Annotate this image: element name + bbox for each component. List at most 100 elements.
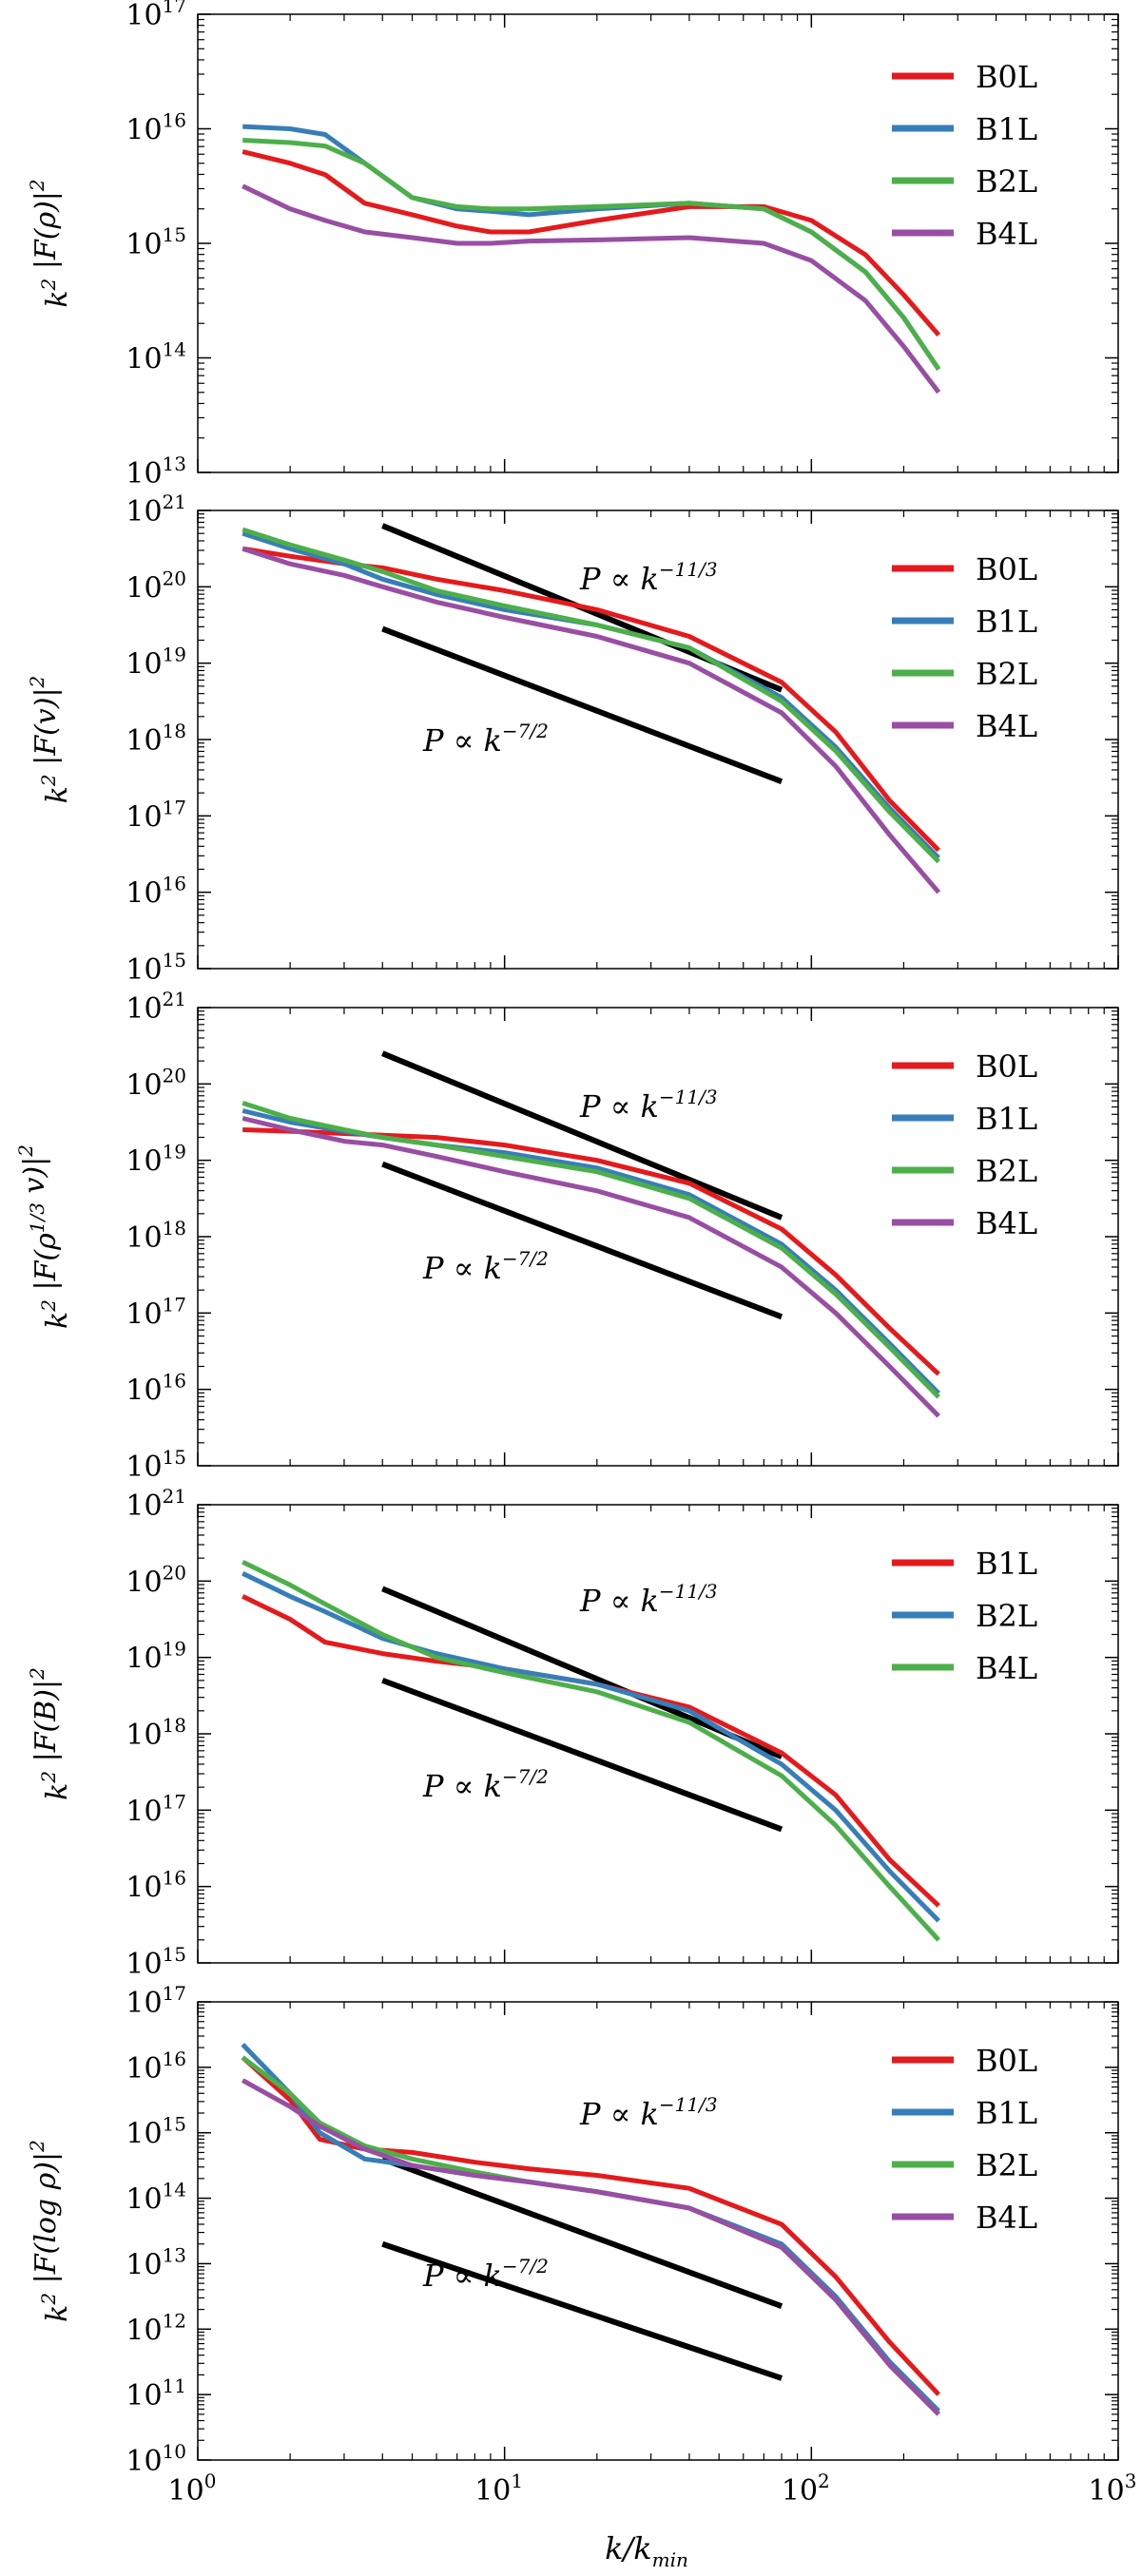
- y-tick-label: 1012: [126, 2309, 186, 2347]
- y-tick-label: 1021: [126, 988, 186, 1026]
- series-line-B4L: [242, 1560, 941, 1942]
- y-tick-label: 1019: [126, 644, 186, 682]
- legend-label-B4L: B4L: [976, 1650, 1037, 1686]
- series-line-B2L: [242, 1571, 940, 1923]
- y-tick-label: 1016: [126, 873, 186, 911]
- legend-label-B4L: B4L: [976, 216, 1037, 252]
- y-axis-label: k2 |F(log ρ)|2: [26, 2140, 74, 2322]
- legend-label-B0L: B0L: [976, 551, 1037, 587]
- legend-label-B1L: B1L: [976, 1101, 1037, 1137]
- y-tick-label: 1016: [126, 1867, 186, 1905]
- x-tick-label: 100: [168, 2470, 217, 2508]
- series-line-B2L: [242, 527, 940, 864]
- y-tick-label: 1018: [126, 1217, 186, 1255]
- series-line-B0L: [242, 1127, 940, 1376]
- reference-line-7-2: [381, 1677, 783, 1833]
- y-tick-label: 1010: [126, 2440, 186, 2478]
- legend-label-B1L: B1L: [976, 1546, 1037, 1582]
- y-tick-label: 1015: [126, 949, 186, 987]
- series-line-B2L: [242, 138, 941, 371]
- y-tick-label: 1017: [126, 0, 186, 32]
- legend-label-B2L: B2L: [976, 163, 1037, 200]
- y-tick-label: 1011: [126, 2374, 186, 2413]
- y-tick-label: 1018: [126, 720, 186, 758]
- x-tick-label: 102: [782, 2470, 830, 2508]
- y-tick-label: 1019: [126, 1141, 186, 1179]
- legend-label-B2L: B2L: [976, 1153, 1037, 1189]
- legend-label-B4L: B4L: [976, 2200, 1037, 2236]
- y-tick-label: 1021: [126, 490, 186, 529]
- series-line-B4L: [242, 1116, 940, 1418]
- legend-label-B2L: B2L: [976, 2147, 1037, 2183]
- legend-label-B4L: B4L: [976, 1205, 1037, 1241]
- series-line-B0L: [242, 149, 941, 337]
- y-tick-label: 1013: [126, 2243, 186, 2281]
- series-line-B4L: [242, 183, 941, 394]
- legend-label-B0L: B0L: [976, 1048, 1037, 1085]
- series-group: [242, 527, 941, 894]
- y-tick-label: 1017: [126, 1982, 186, 2020]
- y-tick-label: 1016: [126, 1370, 186, 1408]
- series-line-B4L: [242, 546, 941, 894]
- legend-label-B1L: B1L: [976, 604, 1037, 640]
- y-tick-label: 1016: [126, 2047, 186, 2086]
- y-tick-label: 1020: [126, 1064, 186, 1102]
- legend-label-B2L: B2L: [976, 1598, 1037, 1634]
- reference-line-7-2: [381, 1161, 783, 1320]
- panel-5: 1010 1011 1012 1013 1014 1015 1016 1017 100 101 10…: [26, 1982, 1136, 2508]
- reference-label-11-3: P ∝ k−11/3: [579, 1086, 718, 1125]
- reference-label-7-2: P ∝ k−7/2: [422, 720, 549, 759]
- series-line-B1L: [242, 1108, 940, 1395]
- legend-label-B4L: B4L: [976, 708, 1037, 744]
- reference-label-11-3: P ∝ k−11/3: [579, 2093, 718, 2132]
- plot-frame: [197, 2001, 1119, 2461]
- series-group: [242, 1101, 940, 1418]
- reference-line-7-2: [381, 625, 783, 784]
- series-line-B2L: [242, 1101, 940, 1399]
- y-axis-label: k2 |F(ρ1/3 v)|2: [14, 1144, 74, 1329]
- y-tick-label: 1020: [126, 567, 186, 605]
- y-tick-label: 1014: [126, 338, 186, 376]
- y-tick-label: 1015: [126, 2113, 186, 2151]
- y-tick-label: 1018: [126, 1714, 186, 1752]
- panel-1: 1013 1014 1015 1016 1017 B0L B1L B2L B4L k2 |F(ρ)…: [26, 0, 1119, 490]
- y-axis-label: k2 |F(ρ)|2: [26, 179, 74, 307]
- reference-label-7-2: P ∝ k−7/2: [422, 1247, 549, 1286]
- y-tick-label: 1017: [126, 1293, 186, 1331]
- y-axis-label: k2 |F(B)|2: [26, 1667, 74, 1800]
- x-tick-label: 101: [474, 2470, 523, 2508]
- reference-label-7-2: P ∝ k−7/2: [422, 2255, 549, 2294]
- y-tick-label: 1014: [126, 2179, 186, 2217]
- y-tick-label: 1016: [126, 109, 186, 147]
- y-tick-label: 1013: [126, 452, 186, 490]
- reference-label-11-3: P ∝ k−11/3: [579, 1580, 718, 1619]
- y-tick-label: 1020: [126, 1561, 186, 1599]
- series-line-B4L: [241, 2078, 940, 2416]
- legend-label-B1L: B1L: [976, 2095, 1037, 2131]
- y-tick-label: 1015: [126, 223, 186, 261]
- series-line-B0L: [241, 2055, 941, 2396]
- series-group: [242, 1560, 941, 1942]
- reference-line-11-3: [381, 2156, 783, 2310]
- x-tick-label: 103: [1089, 2470, 1137, 2508]
- x-axis-label: k/kmin: [605, 2530, 688, 2571]
- series-group: [241, 2043, 941, 2416]
- y-tick-label: 1015: [126, 1446, 186, 1484]
- y-tick-label: 1017: [126, 796, 186, 834]
- reference-line-11-3: [381, 1586, 783, 1759]
- y-axis-label: k2 |F(v)|2: [26, 676, 74, 804]
- y-tick-label: 1017: [126, 1790, 186, 1828]
- panel-2: 1015 1016 1017 1018 1019 1020 1021 P ∝ k−11/3 P …: [26, 490, 1119, 987]
- reference-line-11-3: [381, 1050, 783, 1221]
- panel-4: 1015 1016 1017 1018 1019 1020 1021 P ∝ k−11/3 P …: [26, 1485, 1119, 1981]
- series-group: [242, 124, 941, 394]
- legend-label-B0L: B0L: [976, 2043, 1037, 2079]
- legend-label-B0L: B0L: [976, 59, 1037, 95]
- y-tick-label: 1019: [126, 1638, 186, 1676]
- legend-label-B1L: B1L: [976, 111, 1037, 147]
- reference-line-7-2: [381, 2240, 783, 2381]
- panel-3: 1015 1016 1017 1018 1019 1020 1021 P ∝ k−11/3 P …: [14, 988, 1119, 1484]
- y-tick-label: 1021: [126, 1485, 186, 1523]
- reference-label-11-3: P ∝ k−11/3: [579, 558, 718, 597]
